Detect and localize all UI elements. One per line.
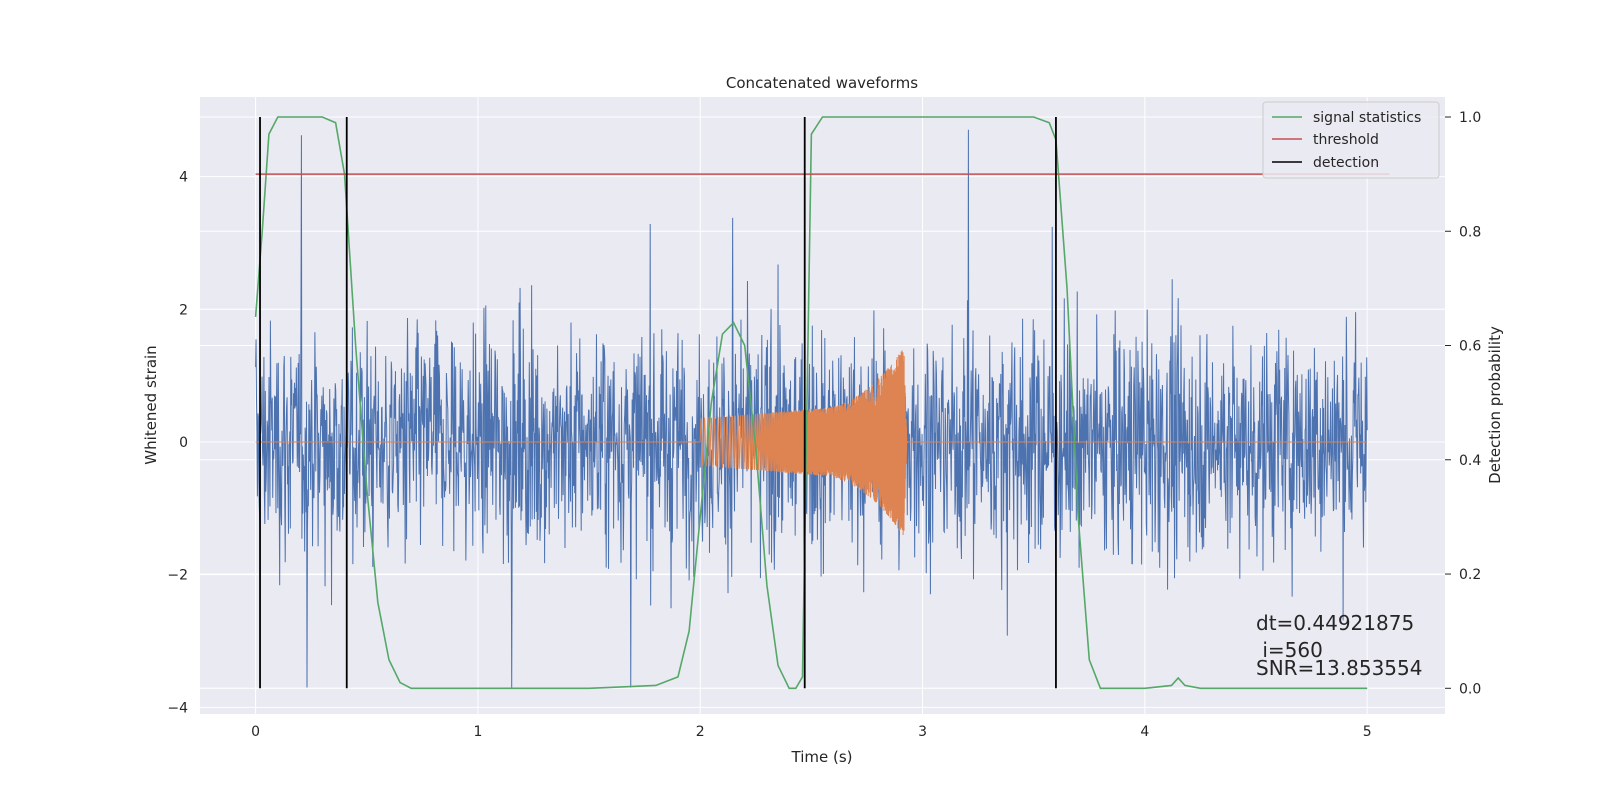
y2-axis-label: Detection probability	[1486, 326, 1504, 484]
legend-label-detection: detection	[1313, 155, 1379, 171]
legend-label-threshold: threshold	[1313, 132, 1379, 148]
y2-tick-label: 0.6	[1459, 339, 1481, 355]
y-tick-label: −2	[167, 568, 188, 584]
y-tick-label: 0	[179, 435, 188, 451]
annotation-dt: dt=0.44921875	[1256, 611, 1414, 635]
y-tick-label: −4	[167, 700, 188, 716]
legend-box	[1262, 101, 1440, 179]
x-ticks: 0 1 2 3 4 5	[251, 724, 1372, 740]
y-tick-label: 4	[179, 170, 188, 186]
detection-lines	[259, 116, 1057, 689]
y2-tick-label: 0.0	[1459, 681, 1481, 697]
y2-ticks: 0.0 0.2 0.4 0.6 0.8 1.0	[1445, 110, 1481, 697]
y-axis-label: Whitened strain	[142, 345, 160, 464]
probability-series	[254, 116, 1390, 690]
signal-statistics-line	[254, 116, 1368, 690]
y2-tick-label: 0.4	[1459, 453, 1481, 469]
y-tick-label: 2	[179, 302, 188, 318]
annotation-text: dt=0.44921875 i=560 SNR=13.853554	[1256, 611, 1422, 680]
annotation-snr: SNR=13.853554	[1256, 656, 1422, 680]
legend-label-signal: signal statistics	[1313, 110, 1421, 126]
y2-tick-label: 0.2	[1459, 567, 1481, 583]
x-tick-label: 2	[696, 724, 705, 740]
annotation-i: i=560	[1256, 638, 1323, 662]
x-tick-label: 4	[1140, 724, 1149, 740]
x-tick-label: 0	[251, 724, 260, 740]
x-tick-label: 1	[473, 724, 482, 740]
y2-tick-label: 1.0	[1459, 110, 1481, 126]
waveform-series	[255, 350, 1368, 536]
legend: signal statistics threshold detection	[1262, 101, 1440, 179]
y-ticks: −4 −2 0 2 4	[167, 170, 188, 717]
x-tick-label: 5	[1363, 724, 1372, 740]
waveform-line	[255, 350, 1368, 536]
chart-title: Concatenated waveforms	[726, 74, 918, 92]
x-tick-label: 3	[918, 724, 927, 740]
y2-tick-label: 0.8	[1459, 224, 1481, 240]
x-axis-label: Time (s)	[791, 748, 853, 766]
